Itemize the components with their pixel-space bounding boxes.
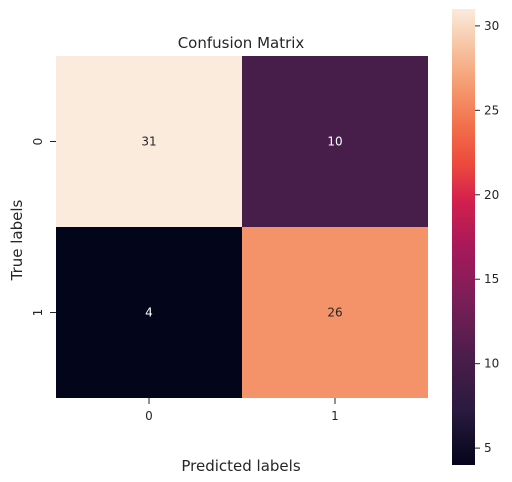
heatmap-cell-0-0	[56, 56, 242, 227]
colorbar-tick-label-3: 20	[484, 188, 499, 202]
x-tick-label-1: 1	[331, 409, 339, 423]
y-axis-label: True labels	[8, 199, 26, 281]
heatmap-cell-1-1	[242, 227, 428, 398]
colorbar-tick-label-2: 15	[484, 272, 499, 286]
chart-title: Confusion Matrix	[178, 34, 305, 52]
cell-value-label-0-1: 10	[327, 135, 342, 149]
heatmap-cell-labels: 31 10 4 26	[141, 135, 342, 320]
cell-value-label-1-0: 4	[145, 306, 153, 320]
colorbar-tick-label-5: 30	[484, 19, 499, 33]
x-tick-label-0: 0	[145, 409, 153, 423]
y-tick-label-0: 0	[31, 138, 45, 146]
cell-value-label-0-0: 31	[141, 135, 156, 149]
y-axis-ticks: 01	[31, 138, 56, 317]
colorbar	[452, 9, 475, 465]
heatmap-cell-1-0	[56, 227, 242, 398]
colorbar-tick-label-0: 5	[484, 441, 492, 455]
heatmap-cells	[56, 56, 428, 398]
x-axis-label: Predicted labels	[181, 457, 300, 475]
cell-value-label-1-1: 26	[327, 306, 342, 320]
colorbar-ticks: 5 10 15 20 25 30	[475, 19, 499, 455]
y-tick-label-1: 1	[31, 309, 45, 317]
colorbar-tick-label-4: 25	[484, 103, 499, 117]
colorbar-tick-label-1: 10	[484, 357, 499, 371]
heatmap-cell-0-1	[242, 56, 428, 227]
